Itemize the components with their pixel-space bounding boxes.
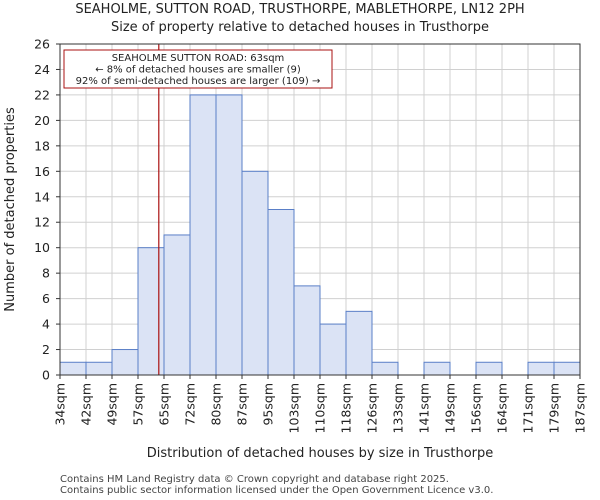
x-tick-label: 65sqm — [157, 383, 172, 426]
annotation-line-1: SEAHOLME SUTTON ROAD: 63sqm — [112, 53, 285, 64]
bar-72sqm — [189, 94, 217, 376]
x-tick-label: 72sqm — [183, 383, 198, 426]
bar-95sqm — [267, 209, 295, 376]
annotation-group: SEAHOLME SUTTON ROAD: 63sqm← 8% of detac… — [63, 49, 333, 89]
y-tick-label: 10 — [34, 240, 50, 255]
bar-171sqm — [527, 361, 555, 376]
x-tick-label: 126sqm — [365, 383, 380, 433]
annotation-box — [63, 49, 333, 89]
annotation-line-3: 92% of semi-detached houses are larger (… — [76, 76, 321, 87]
y-tick-label: 4 — [42, 317, 50, 332]
bar-87sqm — [241, 170, 269, 376]
x-tick-label: 110sqm — [313, 383, 328, 433]
bar-126sqm — [371, 361, 399, 376]
x-tick-label: 34sqm — [53, 383, 68, 426]
y-tick-label: 12 — [34, 215, 50, 230]
y-tick-label: 20 — [34, 113, 50, 128]
y-tick-label: 22 — [34, 87, 50, 102]
y-tick-label: 0 — [42, 368, 50, 383]
chart-title-line2: Size of property relative to detached ho… — [110, 20, 490, 35]
y-tick-label: 18 — [34, 138, 50, 153]
x-tick-label: 133sqm — [391, 383, 406, 433]
bar-49sqm — [111, 349, 139, 376]
bar-156sqm — [475, 361, 503, 376]
bar-65sqm — [163, 234, 191, 376]
bar-141sqm — [423, 361, 451, 376]
x-tick-label: 118sqm — [339, 383, 354, 433]
y-tick-label: 24 — [34, 62, 50, 77]
footer-copyright: Contains HM Land Registry data © Crown c… — [60, 474, 449, 485]
x-tick-label: 149sqm — [443, 383, 458, 433]
y-tick-label: 26 — [34, 37, 50, 52]
x-tick-labels: 34sqm 42sqm 49sqm 57sqm 65sqm 72sqm 80sqm 87sqm… — [53, 375, 588, 433]
bar-118sqm — [345, 310, 373, 376]
y-tick-label: 6 — [42, 291, 50, 306]
bar-34sqm — [59, 361, 87, 376]
bar-42sqm — [85, 361, 113, 376]
x-tick-label: 156sqm — [469, 383, 484, 433]
bar-57sqm — [137, 247, 165, 376]
x-axis-label: Distribution of detached houses by size … — [147, 446, 494, 461]
y-tick-label: 16 — [34, 164, 50, 179]
x-tick-label: 95sqm — [261, 383, 276, 426]
y-axis-label: Number of detached properties — [3, 107, 18, 312]
bar-110sqm — [319, 323, 347, 376]
x-tick-label: 80sqm — [209, 383, 224, 426]
x-tick-label: 164sqm — [495, 383, 510, 433]
x-tick-label: 187sqm — [573, 383, 588, 433]
annotation-line-2: ← 8% of detached houses are smaller (9) — [95, 65, 301, 76]
bar-80sqm — [215, 94, 243, 376]
y-tick-label: 14 — [34, 189, 50, 204]
x-tick-label: 42sqm — [79, 383, 94, 426]
x-tick-label: 49sqm — [105, 383, 120, 426]
footer-licence: Contains public sector information licen… — [60, 485, 494, 496]
x-tick-label: 141sqm — [417, 383, 432, 433]
y-tick-label: 2 — [42, 342, 50, 357]
x-tick-label: 87sqm — [235, 383, 250, 426]
bar-179sqm — [553, 361, 581, 376]
x-tick-label: 179sqm — [547, 383, 562, 433]
x-tick-label: 103sqm — [287, 383, 302, 433]
x-tick-label: 171sqm — [521, 383, 536, 433]
chart-title-line1: SEAHOLME, SUTTON ROAD, TRUSTHORPE, MABLE… — [75, 2, 525, 17]
x-tick-label: 57sqm — [131, 383, 146, 426]
bar-103sqm — [293, 285, 321, 376]
y-tick-label: 8 — [42, 266, 50, 281]
